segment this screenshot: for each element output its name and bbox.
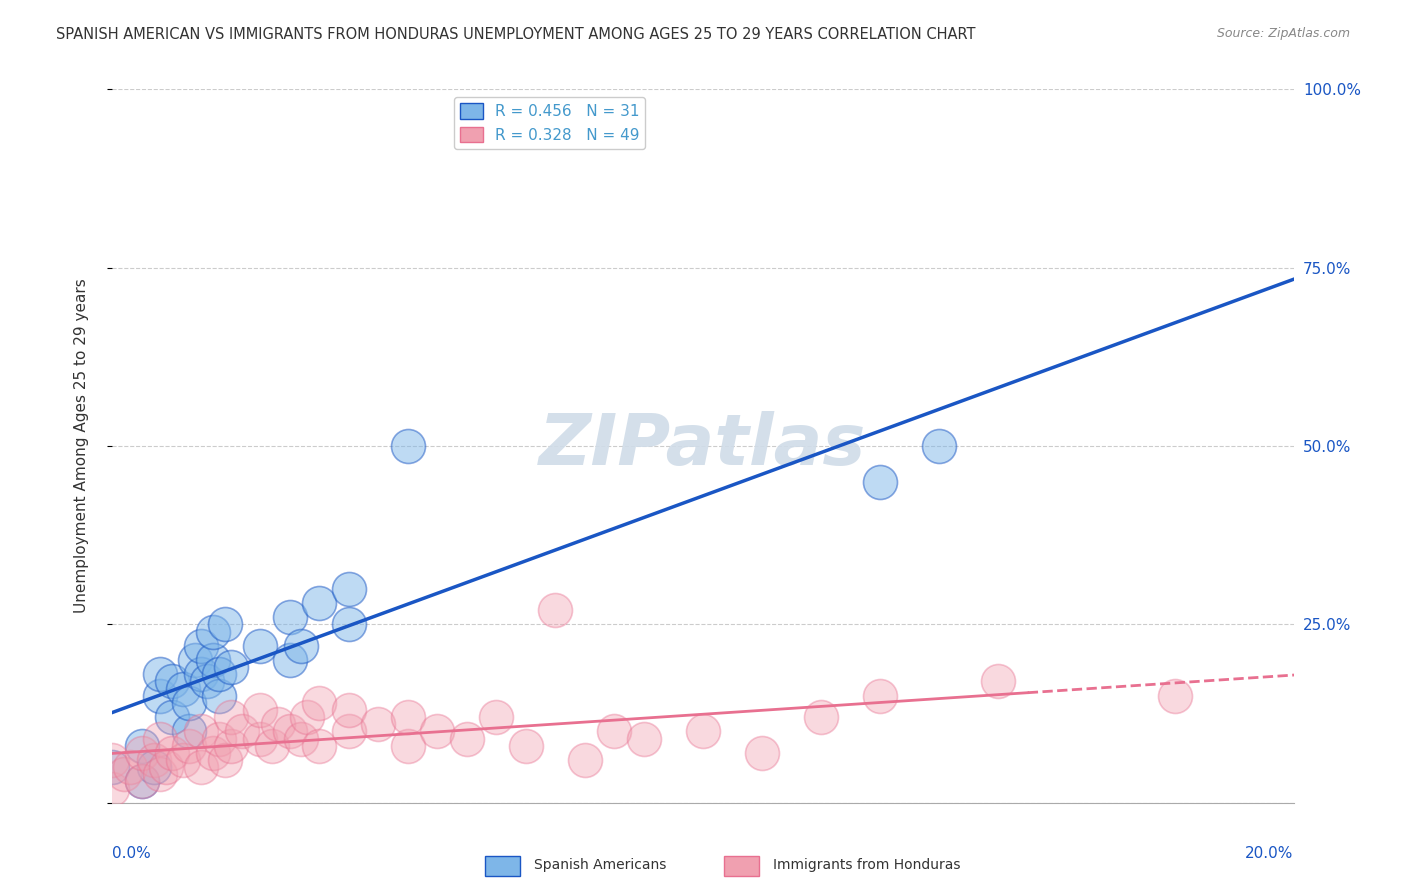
- Text: ZIPatlas: ZIPatlas: [540, 411, 866, 481]
- Point: [308, 696, 330, 710]
- Point: [367, 717, 389, 731]
- Text: SPANISH AMERICAN VS IMMIGRANTS FROM HONDURAS UNEMPLOYMENT AMONG AGES 25 TO 29 YE: SPANISH AMERICAN VS IMMIGRANTS FROM HOND…: [56, 27, 976, 42]
- Point: [219, 660, 242, 674]
- Point: [260, 739, 283, 753]
- Text: Immigrants from Honduras: Immigrants from Honduras: [773, 858, 960, 872]
- Point: [120, 760, 142, 774]
- Point: [179, 739, 201, 753]
- Point: [308, 739, 330, 753]
- Point: [337, 703, 360, 717]
- Point: [214, 753, 236, 767]
- Point: [692, 724, 714, 739]
- Point: [337, 617, 360, 632]
- Point: [131, 774, 153, 789]
- Point: [112, 767, 135, 781]
- Point: [101, 760, 124, 774]
- Point: [249, 639, 271, 653]
- Point: [172, 681, 194, 696]
- Point: [456, 731, 478, 746]
- Point: [172, 753, 194, 767]
- Point: [131, 774, 153, 789]
- Point: [278, 653, 301, 667]
- Point: [1164, 689, 1187, 703]
- Point: [544, 603, 567, 617]
- Point: [208, 689, 231, 703]
- Point: [184, 653, 207, 667]
- Point: [574, 753, 596, 767]
- Point: [928, 439, 950, 453]
- Point: [426, 724, 449, 739]
- Point: [190, 639, 212, 653]
- Point: [149, 689, 172, 703]
- Point: [190, 667, 212, 681]
- Point: [810, 710, 832, 724]
- Point: [219, 739, 242, 753]
- Point: [267, 717, 290, 731]
- Point: [219, 710, 242, 724]
- Point: [208, 667, 231, 681]
- Point: [515, 739, 537, 753]
- Point: [160, 746, 183, 760]
- Point: [603, 724, 626, 739]
- Point: [155, 760, 177, 774]
- Y-axis label: Unemployment Among Ages 25 to 29 years: Unemployment Among Ages 25 to 29 years: [75, 278, 89, 614]
- Point: [869, 475, 891, 489]
- Point: [396, 439, 419, 453]
- Point: [149, 667, 172, 681]
- Point: [190, 760, 212, 774]
- Point: [249, 731, 271, 746]
- Point: [290, 731, 312, 746]
- Point: [195, 674, 218, 689]
- Text: Spanish Americans: Spanish Americans: [534, 858, 666, 872]
- Point: [633, 731, 655, 746]
- Point: [101, 781, 124, 796]
- Point: [485, 710, 508, 724]
- Point: [308, 596, 330, 610]
- Point: [396, 710, 419, 724]
- Point: [101, 753, 124, 767]
- Point: [337, 582, 360, 596]
- Point: [751, 746, 773, 760]
- Point: [214, 617, 236, 632]
- Point: [987, 674, 1010, 689]
- Point: [201, 653, 224, 667]
- Legend: R = 0.456   N = 31, R = 0.328   N = 49: R = 0.456 N = 31, R = 0.328 N = 49: [454, 97, 645, 149]
- Point: [208, 731, 231, 746]
- Text: 0.0%: 0.0%: [112, 846, 152, 861]
- Point: [142, 753, 165, 767]
- Point: [131, 746, 153, 760]
- Point: [869, 689, 891, 703]
- Point: [278, 610, 301, 624]
- Point: [131, 739, 153, 753]
- Point: [249, 703, 271, 717]
- Point: [201, 624, 224, 639]
- Point: [231, 724, 253, 739]
- Text: 20.0%: 20.0%: [1246, 846, 1294, 861]
- Point: [149, 767, 172, 781]
- Point: [160, 674, 183, 689]
- Point: [396, 739, 419, 753]
- Point: [142, 760, 165, 774]
- Point: [297, 710, 319, 724]
- Text: Source: ZipAtlas.com: Source: ZipAtlas.com: [1216, 27, 1350, 40]
- Point: [160, 710, 183, 724]
- Point: [278, 724, 301, 739]
- Point: [201, 746, 224, 760]
- Point: [337, 724, 360, 739]
- Point: [290, 639, 312, 653]
- Point: [179, 696, 201, 710]
- Point: [190, 724, 212, 739]
- Point: [179, 724, 201, 739]
- Point: [149, 731, 172, 746]
